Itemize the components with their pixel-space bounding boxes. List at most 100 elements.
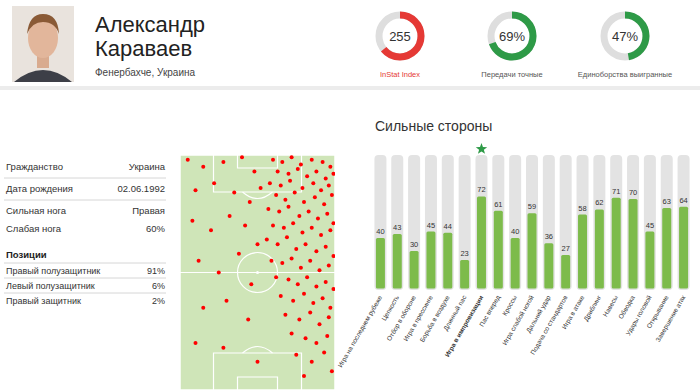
tick-label: Навесы [601, 294, 619, 318]
point [331, 287, 335, 291]
point [307, 209, 311, 213]
tick-label: Пас вперед [478, 294, 502, 328]
gauge-value: 69% [499, 29, 525, 44]
point [274, 193, 278, 197]
data-label: 23 [460, 249, 468, 258]
point [300, 186, 304, 190]
bar [426, 232, 435, 289]
tick-label: Игра в импровизации [443, 294, 485, 359]
point [318, 268, 322, 272]
bar [410, 251, 419, 289]
bar-track [526, 155, 538, 290]
pitch-frame [180, 155, 335, 390]
point [321, 296, 325, 300]
point [186, 158, 190, 162]
point [331, 221, 335, 225]
info-key: Сильная нога [6, 205, 67, 216]
row-line [4, 178, 166, 179]
point [201, 306, 205, 310]
point [249, 282, 253, 286]
tick-label: Завершение атак [654, 294, 687, 344]
point [266, 207, 270, 211]
bar [645, 232, 654, 289]
gauge: 255InStat Index [379, 15, 421, 79]
bars [376, 196, 688, 288]
bar-track [610, 155, 622, 290]
point [325, 334, 329, 338]
bar [595, 209, 604, 288]
point [252, 169, 256, 173]
point [291, 221, 295, 225]
point [330, 193, 334, 197]
point [246, 318, 250, 322]
bar-track [509, 155, 521, 290]
data-label: 43 [393, 223, 401, 232]
point [194, 188, 198, 192]
bar [561, 255, 570, 289]
point [305, 174, 309, 178]
point [331, 172, 335, 176]
data-label: 62 [595, 198, 603, 207]
info-key: Гражданство [6, 161, 63, 172]
point [328, 228, 332, 232]
point [319, 188, 323, 192]
data-label: 30 [410, 240, 418, 249]
bar-track [678, 155, 690, 290]
info-value: Правая [132, 205, 165, 216]
bar-track [459, 155, 471, 290]
point [265, 238, 269, 242]
point [330, 369, 334, 373]
point [314, 249, 318, 253]
point [294, 247, 298, 251]
bar-track [425, 155, 437, 290]
data-label: 70 [629, 188, 637, 197]
point [271, 224, 275, 228]
data-label: 64 [679, 196, 687, 205]
bar [544, 243, 553, 288]
point [274, 275, 278, 279]
info-value: Украина [129, 161, 166, 172]
data-label: 59 [528, 202, 536, 211]
bar-track [661, 155, 673, 290]
center-spot [256, 271, 259, 274]
chart-title: Сильные стороны [375, 118, 492, 134]
point [287, 278, 291, 282]
page: АлександрКараваевФенербахче, Украина255I… [0, 0, 700, 392]
bar-track [627, 155, 639, 290]
data-label: 58 [578, 204, 586, 213]
point [283, 198, 287, 202]
data-label: 72 [477, 185, 485, 194]
point [256, 360, 260, 364]
point [237, 252, 241, 256]
bar-track [391, 155, 403, 290]
bar [376, 238, 385, 289]
point [327, 315, 331, 319]
point [287, 205, 291, 209]
gauge-label: Единоборства выигранные [578, 70, 672, 79]
background [0, 0, 700, 392]
point [256, 242, 260, 246]
point [299, 266, 303, 270]
info-table: ГражданствоУкраинаДата рождения02.06.199… [4, 161, 166, 306]
info-value: 91% [147, 266, 165, 276]
point [304, 336, 308, 340]
pitch [180, 155, 335, 390]
point [190, 219, 194, 223]
tick-label: Игра на последнем рубеже [336, 294, 384, 369]
gauge-value: 255 [389, 29, 411, 44]
subtitle: Фенербахче, Украина [95, 67, 195, 78]
gauge: 69%Передачи точные [481, 15, 542, 79]
data-label: 44 [444, 222, 452, 231]
penalty-area [214, 155, 302, 192]
point [225, 299, 229, 303]
bar [393, 234, 402, 288]
point [290, 332, 294, 336]
bar-track [492, 155, 504, 290]
info-key: Правый полузащитник [6, 266, 100, 276]
point [294, 353, 298, 357]
bar [460, 260, 469, 288]
bar [528, 213, 537, 288]
point [282, 226, 286, 230]
point [318, 322, 322, 326]
point [324, 280, 328, 284]
